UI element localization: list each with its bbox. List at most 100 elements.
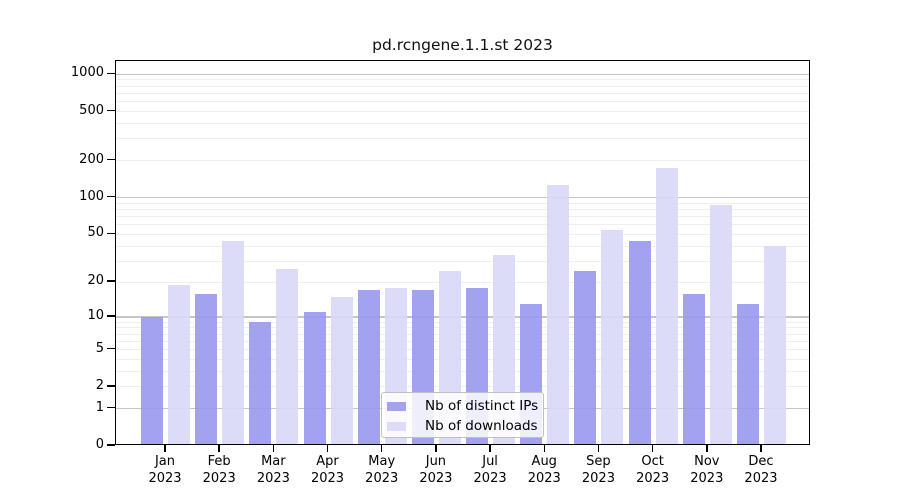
month-year: 2023 <box>473 471 507 486</box>
legend-row: Nb of distinct IPs <box>382 396 543 416</box>
major-gridline <box>116 73 809 76</box>
x-axis-month-label: Aug 2023 <box>512 453 576 487</box>
minor-gridline <box>116 85 809 87</box>
month-name: Jan <box>154 454 176 469</box>
major-gridline <box>116 316 809 318</box>
downloads-bar <box>655 168 678 445</box>
month-name: May <box>368 454 396 469</box>
month-year: 2023 <box>365 471 399 486</box>
y-axis-tick <box>107 195 115 198</box>
month-name: Feb <box>207 454 231 469</box>
y-axis-tick <box>107 444 115 446</box>
minor-gridline <box>116 101 809 103</box>
x-axis-tick <box>706 445 708 452</box>
x-axis-month-label: Jul 2023 <box>458 453 522 487</box>
y-axis-tick-label: 5 <box>95 340 104 356</box>
plot-area: Nb of distinct IPs Nb of downloads <box>115 60 810 445</box>
downloads-bar <box>330 296 353 445</box>
x-axis-month-label: Sep 2023 <box>566 453 630 487</box>
minor-gridline <box>116 123 809 125</box>
downloads-bar <box>709 204 732 445</box>
month-year: 2023 <box>310 471 345 486</box>
x-axis-tick <box>380 445 383 452</box>
month-name: Jun <box>425 454 447 469</box>
month-year: 2023 <box>419 471 453 486</box>
x-axis-tick <box>218 445 220 452</box>
month-year: 2023 <box>256 471 290 486</box>
downloads-bar <box>601 230 624 445</box>
legend-label: Nb of downloads <box>425 418 538 434</box>
x-axis-month-label: Oct 2023 <box>621 453 685 487</box>
x-axis-month-label: Nov 2023 <box>675 453 739 487</box>
minor-gridline <box>116 202 809 204</box>
downloads-bar <box>763 246 786 445</box>
ips-bar <box>628 241 651 445</box>
ips-bar <box>195 293 218 445</box>
y-axis-tick-label: 100 <box>79 188 104 204</box>
y-axis-tick-label: 1 <box>95 399 104 415</box>
x-axis-month-label: Feb 2023 <box>187 453 251 487</box>
minor-gridline <box>116 233 809 235</box>
month-name: Nov <box>694 454 720 469</box>
month-year: 2023 <box>202 471 236 486</box>
x-axis-month-label: Jan 2023 <box>133 453 197 487</box>
downloads-bar <box>222 241 245 445</box>
x-axis-tick <box>164 445 166 452</box>
minor-gridline <box>116 260 809 262</box>
y-axis-tick-label: 2 <box>95 377 104 393</box>
legend-label: Nb of distinct IPs <box>425 398 539 414</box>
x-axis-tick <box>435 445 437 452</box>
y-axis-tick-label: 10 <box>87 307 104 323</box>
y-axis-tick-label: 1000 <box>70 65 104 81</box>
month-year: 2023 <box>636 471 670 486</box>
ips-bar <box>574 270 597 445</box>
minor-gridline <box>116 79 809 81</box>
y-axis-tick <box>107 385 115 387</box>
x-axis-month-label: Dec 2023 <box>729 453 793 487</box>
month-name: Mar <box>261 454 286 469</box>
y-axis-tick <box>107 347 115 350</box>
y-axis-tick-label: 200 <box>79 151 104 167</box>
minor-gridline <box>116 216 809 218</box>
y-axis-tick <box>107 158 115 161</box>
minor-gridline <box>116 327 809 329</box>
y-axis-tick <box>107 109 115 112</box>
x-axis-month-label: Mar 2023 <box>241 453 305 487</box>
minor-gridline <box>116 333 809 335</box>
minor-gridline <box>116 209 809 211</box>
y-axis-tick <box>107 280 115 282</box>
chart-title: pd.rcngene.1.1.st 2023 <box>372 36 553 54</box>
y-axis-tick-label: 50 <box>87 225 104 241</box>
x-axis-tick <box>272 445 275 452</box>
month-year: 2023 <box>581 471 615 486</box>
y-axis-tick-label: 20 <box>87 273 104 289</box>
minor-gridline <box>116 245 809 247</box>
major-gridline <box>116 196 809 199</box>
month-name: Aug <box>531 454 557 469</box>
y-axis-tick <box>107 232 115 235</box>
y-axis-tick <box>107 406 115 409</box>
minor-gridline <box>116 224 809 226</box>
minor-gridline <box>116 340 809 342</box>
ips-bar <box>249 322 272 445</box>
minor-gridline <box>116 281 809 283</box>
y-axis-tick-label: 500 <box>79 102 104 118</box>
downloads-legend-swatch <box>387 422 406 431</box>
ips-legend-swatch <box>387 402 406 411</box>
ips-bar <box>357 290 380 445</box>
minor-gridline <box>116 160 809 162</box>
x-axis-tick <box>760 445 762 452</box>
month-name: Dec <box>748 454 774 469</box>
x-axis-tick <box>597 445 600 452</box>
ips-bar <box>736 304 759 445</box>
x-axis-tick <box>326 445 329 452</box>
y-axis-tick-label: 0 <box>95 437 104 452</box>
x-axis-tick <box>543 445 545 452</box>
x-axis-month-label: Apr 2023 <box>296 453 360 487</box>
x-axis-tick <box>651 445 654 452</box>
minor-gridline <box>116 370 809 372</box>
minor-gridline <box>116 321 809 323</box>
month-name: Apr <box>316 454 339 469</box>
month-name: Sep <box>586 454 611 469</box>
